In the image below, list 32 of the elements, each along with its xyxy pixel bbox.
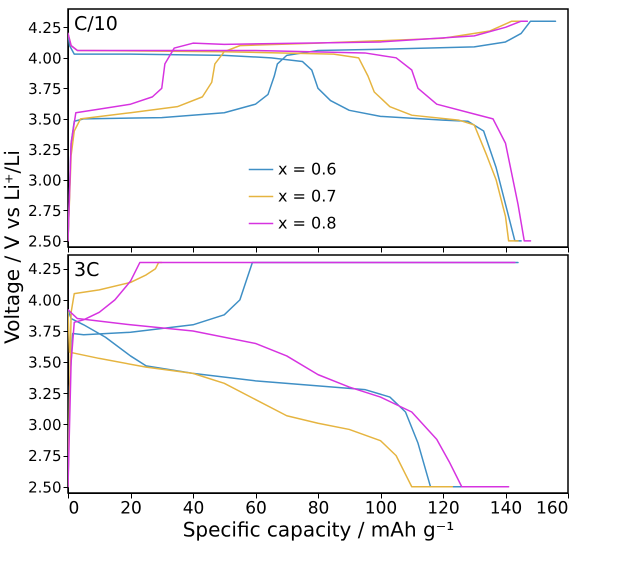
y-tick-label: 3.75 <box>28 80 62 98</box>
y-tick-label: 3.75 <box>28 322 62 341</box>
y-tick-label: 3.50 <box>28 354 62 372</box>
x-tick-label: 140 <box>490 498 522 518</box>
y-tick-label: 2.75 <box>28 447 62 466</box>
y-tick-label: 3.00 <box>28 416 62 434</box>
x-tick-label: 0 <box>68 498 80 518</box>
x-axis-title: Specific capacity / mAh g⁻¹ <box>182 518 454 542</box>
x-tick-label: 160 <box>536 498 568 518</box>
annotation: C/10 <box>74 13 118 35</box>
x-tick-label: 20 <box>120 498 142 518</box>
legend-label: x = 0.8 <box>278 214 336 233</box>
legend-label: x = 0.7 <box>278 186 336 206</box>
y-axis-title: Voltage / V vs Li⁺/Li <box>0 150 24 344</box>
x-tick-label: 100 <box>364 498 398 518</box>
x-tick-label: 40 <box>182 498 204 518</box>
y-tick-label: 4.00 <box>28 291 62 310</box>
y-tick-label: 4.25 <box>28 18 62 37</box>
y-tick-label: 4.25 <box>28 260 62 278</box>
y-tick-label: 4.00 <box>28 49 62 68</box>
x-tick-label: 120 <box>427 498 460 518</box>
annotation: 3C <box>74 259 100 281</box>
x-tick-label: 60 <box>245 498 267 518</box>
legend-label: x = 0.6 <box>278 160 336 179</box>
y-tick-label: 3.50 <box>28 110 62 128</box>
y-tick-label: 2.50 <box>28 232 62 250</box>
y-tick-label: 2.50 <box>28 478 62 496</box>
x-tick-label: 80 <box>308 498 330 518</box>
y-tick-label: 3.25 <box>28 384 62 403</box>
y-tick-label: 3.25 <box>28 140 62 159</box>
y-tick-label: 2.75 <box>28 202 62 220</box>
y-tick-label: 3.00 <box>28 171 62 190</box>
